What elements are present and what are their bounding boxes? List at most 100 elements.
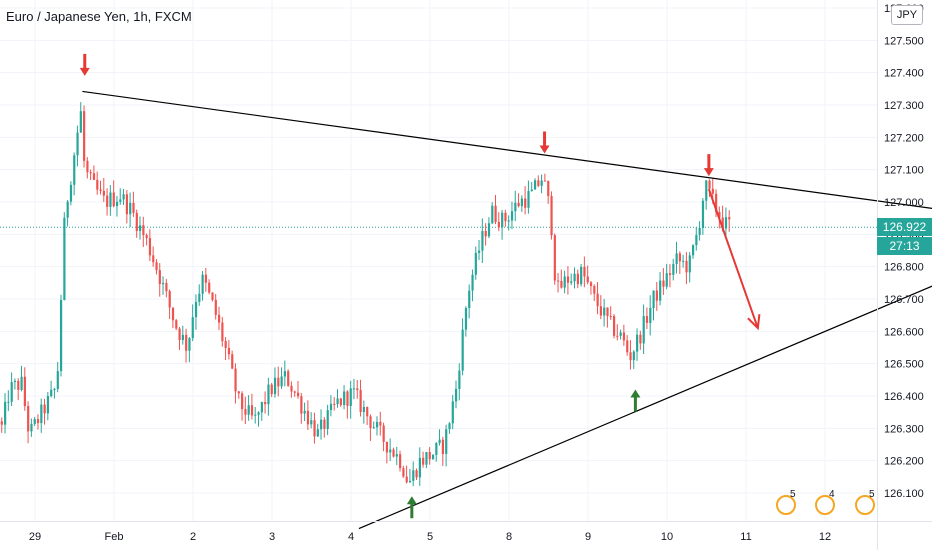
candle-body: [609, 316, 612, 318]
candle-body: [708, 180, 711, 189]
candle-body: [310, 420, 313, 425]
candle-body: [122, 194, 125, 200]
candle-body: [329, 403, 333, 411]
candle-body: [632, 351, 635, 361]
candle-body: [40, 404, 43, 424]
candle-body: [372, 427, 375, 429]
arrow-down-icon: [79, 53, 90, 76]
candle-body: [102, 190, 105, 196]
candle-body: [517, 202, 520, 207]
currency-badge[interactable]: JPY: [891, 5, 923, 25]
price-tick-label: 127.400: [884, 68, 924, 80]
candle-body: [112, 192, 115, 207]
candle-body: [695, 234, 698, 246]
candle-body: [336, 398, 339, 405]
candle-body: [435, 443, 438, 455]
candle-body: [412, 470, 415, 481]
candle-body: [596, 293, 599, 307]
candle-body: [698, 227, 701, 235]
candle-body: [464, 308, 468, 330]
earnings-icon[interactable]: 5: [776, 489, 802, 517]
candle-body: [349, 388, 352, 406]
candle-body: [158, 270, 161, 285]
candle-body: [668, 273, 672, 275]
candle-body: [241, 393, 244, 410]
candle-body: [46, 396, 50, 414]
candle-body: [402, 468, 405, 477]
candle-body: [303, 410, 306, 414]
arrow-head: [539, 145, 550, 154]
last-price-tag: 126.922: [877, 218, 932, 236]
candle-body: [191, 317, 194, 339]
candle-body: [227, 348, 231, 355]
candle-body: [622, 332, 626, 341]
arrow-down-icon: [539, 131, 550, 154]
dividends-icon[interactable]: 4: [815, 489, 841, 517]
candle-body: [96, 179, 99, 190]
candle-body: [4, 401, 7, 425]
candle-body: [260, 402, 263, 413]
candle-body: [497, 221, 500, 228]
candle-body: [441, 439, 445, 454]
candle-body: [678, 253, 682, 262]
candle-body: [264, 402, 267, 405]
candle-body: [537, 180, 540, 186]
candle-body: [524, 198, 527, 208]
candle-body: [119, 199, 122, 202]
candle-body: [665, 273, 668, 287]
candle-body: [540, 180, 543, 186]
candle-body: [474, 252, 477, 275]
candle-body: [27, 406, 30, 432]
candle-body: [224, 341, 227, 349]
candle-body: [728, 217, 731, 220]
time-tick-label: 11: [740, 531, 751, 543]
candle-body: [451, 401, 454, 424]
candle-body: [300, 396, 303, 414]
candle-body: [162, 282, 165, 285]
candle-body: [333, 403, 336, 405]
candle-body: [616, 335, 619, 337]
candle-body: [366, 406, 369, 417]
candle-body: [92, 173, 96, 180]
candle-body: [273, 377, 277, 395]
price-tick-label: 126.300: [884, 423, 924, 435]
candle-body: [408, 480, 412, 483]
candle-body: [395, 454, 398, 457]
candle-body: [563, 276, 566, 288]
candle-body: [181, 334, 184, 341]
candle-body: [320, 419, 323, 430]
candle-body: [685, 260, 688, 273]
candle-body: [454, 388, 458, 402]
symbol-title[interactable]: Euro / Japanese Yen, 1h, FXCM: [6, 9, 192, 24]
candle-body: [17, 380, 20, 390]
candle-body: [448, 423, 451, 430]
candle-body: [359, 390, 362, 412]
candle-body: [326, 410, 329, 429]
candle-body: [36, 419, 40, 424]
candle-body: [566, 276, 570, 283]
candle-body: [211, 292, 214, 300]
candle-body: [194, 301, 198, 318]
candle-body: [7, 401, 10, 403]
candle-body: [208, 282, 211, 293]
candle-body: [461, 329, 464, 371]
candle-body: [287, 371, 290, 386]
arrow-up-icon: [630, 389, 641, 412]
candle-body: [250, 405, 254, 416]
candle-body: [237, 391, 240, 394]
splits-icon[interactable]: 5: [855, 489, 881, 517]
price-tick-label: 127.100: [884, 165, 924, 177]
candle-body: [580, 266, 583, 285]
candle-body: [636, 334, 639, 352]
candle-body: [382, 425, 385, 442]
candle-body: [293, 391, 296, 393]
candle-body: [247, 405, 250, 415]
time-tick-label: 2: [190, 531, 196, 543]
candle-body: [125, 194, 129, 215]
candle-body: [649, 307, 652, 323]
candle-body: [478, 250, 481, 253]
candle-body: [109, 192, 112, 207]
candle-body: [583, 266, 586, 277]
